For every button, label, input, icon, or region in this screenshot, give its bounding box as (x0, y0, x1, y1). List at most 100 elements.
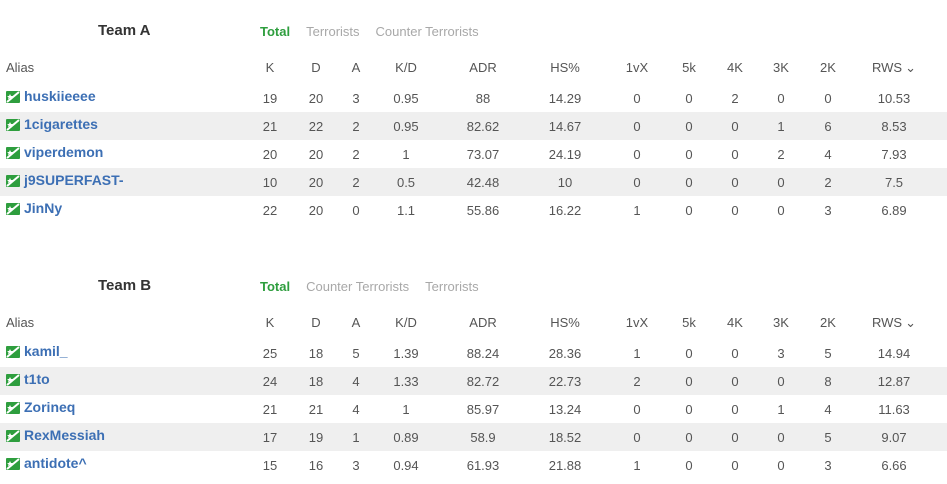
stat-deaths: 22 (308, 119, 324, 134)
column-header-rws[interactable]: RWS ⌄ (872, 315, 916, 331)
column-header-kd-ratio[interactable]: K/D (395, 60, 417, 75)
stat-deaths: 20 (308, 91, 324, 106)
tab-counter-terrorists[interactable]: Counter Terrorists (375, 24, 479, 39)
column-header-four-kills[interactable]: 4K (727, 315, 743, 330)
tab-total[interactable]: Total (260, 279, 291, 294)
player-alias[interactable]: JinNy (24, 200, 63, 216)
column-header-headshot-pct[interactable]: HS% (550, 60, 580, 75)
player-link[interactable]: JinNy (6, 200, 62, 216)
tab-terrorists[interactable]: Terrorists (306, 24, 360, 39)
player-link[interactable]: huskiieeee (6, 88, 96, 104)
team-header: Team B Total Counter Terrorists Terrorists (0, 255, 947, 309)
column-header-rws-label: RWS (871, 60, 903, 75)
player-alias[interactable]: viperdemon (24, 144, 104, 160)
column-header-headshot-pct[interactable]: HS% (550, 315, 580, 330)
stat-adr: 88.24 (466, 346, 500, 361)
column-header-five-kills[interactable]: 5k (682, 315, 696, 330)
player-flag-icon (6, 345, 20, 358)
stat-kd-ratio: 1.39 (393, 346, 419, 361)
stat-two-kills: 3 (824, 203, 832, 218)
column-header-kills[interactable]: K (265, 315, 275, 330)
player-link[interactable]: RexMessiah (6, 427, 105, 443)
player-flag-icon (6, 457, 20, 470)
column-header-row: Alias K D A K/D ADR HS% 1vX 5k 4K 3K 2K RWS ⌄ (0, 309, 947, 339)
player-link[interactable]: Zorineq (6, 399, 75, 415)
column-header-kills[interactable]: K (265, 60, 275, 75)
column-header-three-kills[interactable]: 3K (773, 60, 789, 75)
column-header-three-kills[interactable]: 3K (773, 315, 789, 330)
stat-kd-ratio: 1.33 (393, 374, 419, 389)
player-link[interactable]: 1cigarettes (6, 116, 98, 132)
player-alias[interactable]: 1cigarettes (24, 116, 98, 132)
column-header-alias[interactable]: Alias (6, 315, 35, 330)
column-header-assists[interactable]: A (351, 60, 361, 75)
player-alias[interactable]: huskiieeee (24, 88, 96, 104)
stat-four-kills: 0 (731, 203, 739, 218)
player-link[interactable]: j9SUPERFAST- (6, 172, 124, 188)
stat-headshot-pct: 16.22 (548, 203, 582, 218)
player-row: t1to 24 18 4 1.33 82.72 22.73 2 0 0 0 8 12.87 (0, 367, 947, 395)
stat-three-kills: 1 (777, 119, 785, 134)
column-header-adr[interactable]: ADR (469, 315, 497, 330)
stat-deaths: 19 (308, 430, 324, 445)
stat-rws: 7.93 (881, 147, 907, 162)
stat-two-kills: 2 (824, 175, 832, 190)
player-alias[interactable]: t1to (24, 371, 50, 387)
stat-kd-ratio: 0.5 (396, 175, 416, 190)
stat-assists: 3 (352, 91, 360, 106)
stat-adr: 88 (475, 91, 491, 106)
player-flag-icon (6, 90, 20, 103)
stat-three-kills: 0 (777, 91, 785, 106)
stat-kills: 17 (262, 430, 278, 445)
player-alias[interactable]: kamil_ (24, 343, 68, 359)
column-header-row: Alias K D A K/D ADR HS% 1vX 5k 4K 3K 2K RWS ⌄ (0, 54, 947, 84)
stat-kills: 21 (262, 402, 278, 417)
player-alias[interactable]: antidote^ (24, 455, 87, 471)
column-header-four-kills[interactable]: 4K (727, 60, 743, 75)
tab-total[interactable]: Total (260, 24, 291, 39)
column-header-deaths[interactable]: D (311, 315, 321, 330)
stat-adr: 85.97 (466, 402, 500, 417)
column-header-adr[interactable]: ADR (469, 60, 497, 75)
column-header-two-kills[interactable]: 2K (820, 60, 836, 75)
stat-headshot-pct: 18.52 (548, 430, 582, 445)
stat-four-kills: 0 (731, 430, 739, 445)
player-flag-icon (6, 146, 20, 159)
stat-two-kills: 4 (824, 402, 832, 417)
column-header-kd-ratio[interactable]: K/D (395, 315, 417, 330)
player-link[interactable]: kamil_ (6, 343, 68, 359)
tab-terrorists[interactable]: Terrorists (425, 279, 479, 294)
player-link[interactable]: antidote^ (6, 455, 87, 471)
player-alias[interactable]: RexMessiah (24, 427, 105, 443)
stat-two-kills: 8 (824, 374, 832, 389)
stat-three-kills: 0 (777, 203, 785, 218)
stat-assists: 3 (352, 458, 360, 473)
player-row: kamil_ 25 18 5 1.39 88.24 28.36 1 0 0 3 5 14.94 (0, 339, 947, 367)
column-header-clutch-1vx[interactable]: 1vX (625, 60, 649, 75)
stat-assists: 5 (352, 346, 360, 361)
player-row: j9SUPERFAST- 10 20 2 0.5 42.48 10 0 0 0 0 2 7.5 (0, 168, 947, 196)
column-header-alias[interactable]: Alias (6, 60, 35, 75)
stat-three-kills: 0 (777, 175, 785, 190)
stat-three-kills: 3 (777, 346, 785, 361)
column-header-assists[interactable]: A (351, 315, 361, 330)
column-header-deaths[interactable]: D (311, 60, 321, 75)
column-header-rws[interactable]: RWS ⌄ (872, 60, 916, 76)
stat-kills: 15 (262, 458, 278, 473)
stat-clutch-1vx: 1 (633, 203, 641, 218)
player-alias[interactable]: Zorineq (24, 399, 76, 415)
player-alias[interactable]: j9SUPERFAST- (24, 172, 124, 188)
side-tabs: Total Terrorists Counter Terrorists (260, 24, 479, 39)
column-header-two-kills[interactable]: 2K (820, 315, 836, 330)
column-header-clutch-1vx[interactable]: 1vX (625, 315, 649, 330)
stat-three-kills: 2 (777, 147, 785, 162)
stat-kd-ratio: 1.1 (396, 203, 416, 218)
player-link[interactable]: viperdemon (6, 144, 103, 160)
tab-counter-terrorists[interactable]: Counter Terrorists (306, 279, 410, 294)
stat-rws: 7.5 (884, 175, 904, 190)
stat-deaths: 16 (308, 458, 324, 473)
column-header-five-kills[interactable]: 5k (682, 60, 696, 75)
stat-four-kills: 2 (731, 91, 739, 106)
player-link[interactable]: t1to (6, 371, 50, 387)
